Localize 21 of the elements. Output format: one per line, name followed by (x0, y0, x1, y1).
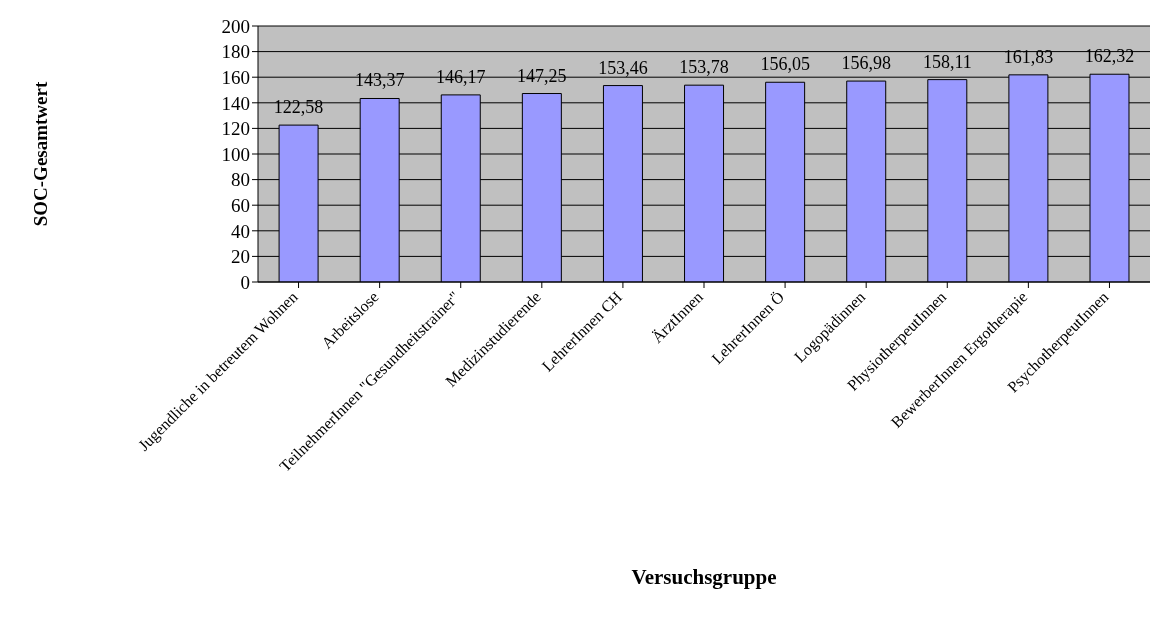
y-tick-label: 180 (221, 41, 250, 63)
y-tick-label: 40 (231, 220, 250, 242)
y-tick-label: 80 (231, 169, 250, 191)
data-label: 153,78 (679, 57, 729, 78)
y-tick-label: 120 (221, 118, 250, 140)
y-tick-label: 100 (221, 143, 250, 165)
data-label: 162,32 (1084, 46, 1135, 67)
x-axis-title: Versuchsgruppe (631, 565, 777, 589)
y-tick-label: 160 (221, 66, 250, 88)
y-tick-label: 140 (221, 92, 250, 114)
data-label: 122,58 (273, 97, 324, 118)
data-label: 156,98 (841, 53, 891, 74)
y-axis-title: SOC-Gesamtwert (29, 81, 51, 227)
y-tick-label: 60 (231, 194, 250, 216)
data-label: 153,46 (598, 57, 648, 78)
data-label: 156,05 (760, 54, 810, 75)
y-tick-label: 200 (221, 15, 250, 37)
data-label: 161,83 (1003, 46, 1054, 67)
y-tick-label: 20 (231, 246, 250, 268)
y-tick-label: 0 (240, 271, 250, 293)
data-label: 158,11 (922, 51, 972, 72)
